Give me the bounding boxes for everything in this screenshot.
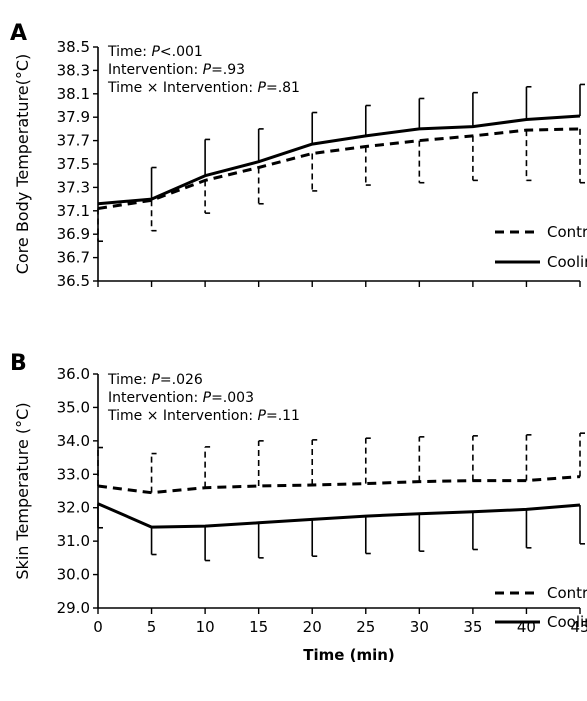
- y-tick-label: 30.0: [57, 566, 90, 584]
- stats-value: =.003: [211, 390, 254, 406]
- x-tick-label: 10: [196, 618, 215, 636]
- y-tick-label: 31.0: [57, 532, 90, 550]
- y-tick-label: 37.7: [57, 132, 90, 150]
- x-tick-label: 35: [463, 618, 482, 636]
- panel-letter: B: [10, 351, 27, 376]
- y-tick-label: 35.0: [57, 398, 90, 416]
- y-tick-label: 36.5: [57, 272, 90, 290]
- series-line-cooling: [97, 502, 581, 529]
- stats-label: Time × Intervention:: [107, 408, 258, 424]
- x-tick-label: 15: [249, 618, 268, 636]
- y-tick-label: 38.5: [57, 38, 90, 56]
- y-tick-label: 37.3: [57, 178, 90, 196]
- panel-b: B 29.0 30.0 31.0 32.0 33.0 34.0 35.0 36.0 0 5 10 15 2…: [10, 351, 587, 664]
- stats-label: Time:: [107, 372, 151, 388]
- stats-annotation: Time × Intervention: P=.81: [107, 80, 300, 96]
- stats-p: P: [258, 80, 267, 96]
- series-line-cooling: [97, 114, 581, 206]
- y-tick-label: 38.3: [57, 61, 90, 79]
- y-tick-label: 36.9: [57, 225, 90, 243]
- y-tick-label: 32.0: [57, 499, 90, 517]
- legend-label: Control: [547, 584, 587, 602]
- stats-label: Intervention:: [108, 62, 203, 78]
- x-axis-title: Time (min): [303, 646, 395, 664]
- x-tick-label: 25: [356, 618, 375, 636]
- y-tick-label: 34.0: [57, 432, 90, 450]
- y-tick-label: 36.7: [57, 249, 90, 267]
- series-line-control: [97, 127, 581, 210]
- stats-label: Intervention:: [108, 390, 203, 406]
- stats-value: =.81: [266, 80, 300, 96]
- legend-label: Control: [547, 223, 587, 241]
- stats-p: P: [203, 390, 212, 406]
- stats-annotation: Intervention: P=.003: [108, 390, 254, 406]
- legend-label: Cooling: [547, 613, 587, 631]
- y-tick-label: 37.9: [57, 108, 90, 126]
- stats-annotation: Time: P<.001: [107, 44, 203, 60]
- stats-p: P: [258, 408, 267, 424]
- stats-annotation: Time: P=.026: [107, 372, 203, 388]
- panel-a: A 36.5 36.7 36.9 37.1 37.3 37.5 37.7 37.9 38.1 38.…: [10, 21, 587, 290]
- y-tick-label: 38.1: [57, 85, 90, 103]
- series-line-control: [97, 475, 581, 495]
- stats-p: P: [151, 44, 160, 60]
- stats-value: =.93: [211, 62, 245, 78]
- y-tick-label: 37.5: [57, 155, 90, 173]
- y-axis-title: Skin Temperature (°C): [13, 402, 32, 579]
- stats-value: =.11: [266, 408, 300, 424]
- stats-value: <.001: [160, 44, 203, 60]
- x-tick-label: 30: [410, 618, 429, 636]
- y-tick-label: 29.0: [57, 599, 90, 617]
- stats-p: P: [203, 62, 212, 78]
- x-tick-label: 20: [303, 618, 322, 636]
- y-tick-label: 36.0: [57, 365, 90, 383]
- stats-p: P: [151, 372, 160, 388]
- x-tick-label: 0: [93, 618, 103, 636]
- stats-value: =.026: [160, 372, 203, 388]
- stats-annotation: Intervention: P=.93: [108, 62, 245, 78]
- panel-letter: A: [10, 21, 27, 46]
- x-tick-label: 5: [147, 618, 157, 636]
- y-tick-label: 33.0: [57, 465, 90, 483]
- stats-label: Time × Intervention:: [107, 80, 258, 96]
- stats-label: Time:: [107, 44, 151, 60]
- legend-label: Cooling: [547, 253, 587, 271]
- y-tick-label: 37.1: [57, 202, 90, 220]
- y-axis-title: Core Body Temperature(°C): [13, 54, 32, 275]
- x-tick-label: 45: [570, 618, 587, 636]
- stats-annotation: Time × Intervention: P=.11: [107, 408, 300, 424]
